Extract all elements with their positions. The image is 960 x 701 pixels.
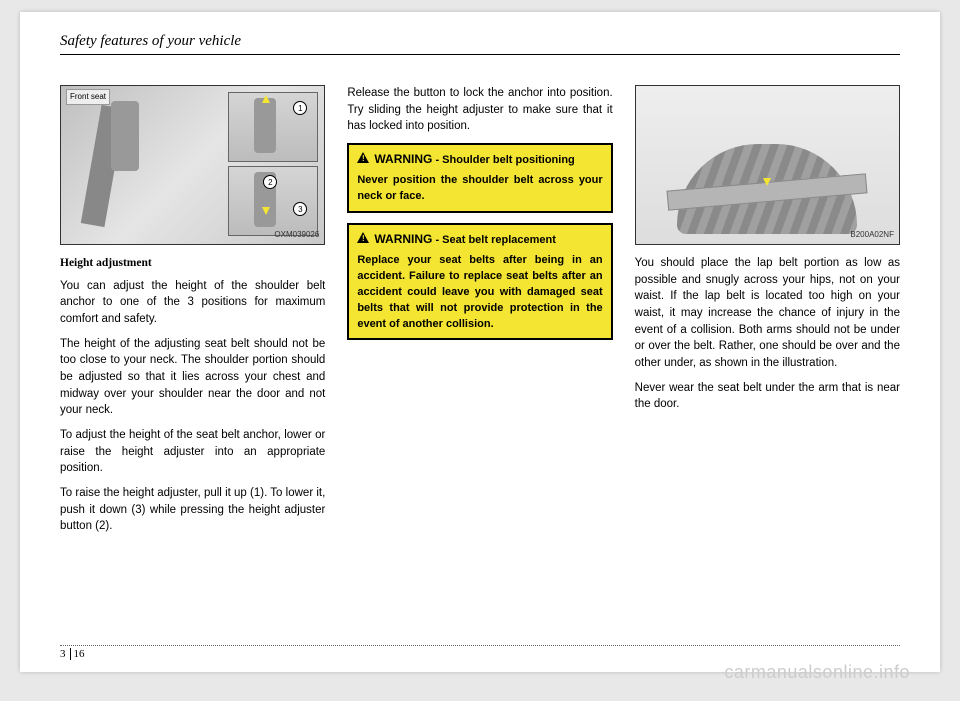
subpanel-top: 1: [228, 92, 318, 162]
warning-body: Never position the shoulder belt across …: [357, 173, 602, 205]
warning-subtitle: - Seat belt replacement: [435, 234, 555, 246]
callout-3: 3: [293, 202, 307, 216]
arrow-down-icon: [763, 178, 771, 186]
figure-code-oxm: OXM039026: [274, 229, 319, 241]
subpanel-bottom: 2 3: [228, 166, 318, 236]
paragraph: You can adjust the height of the shoulde…: [60, 278, 325, 328]
column-2: Release the button to lock the anchor in…: [347, 85, 612, 543]
page-number-value: 16: [74, 648, 85, 660]
figure-height-adjust: Front seat 1 2 3 OXM039026: [60, 85, 325, 245]
belt-anchor-main: [111, 101, 139, 171]
belt-anchor-sub1: [254, 98, 276, 153]
figure-code-b200: B200A02NF: [850, 229, 894, 241]
page-footer: 3 16: [60, 645, 900, 660]
paragraph: The height of the adjusting seat belt sh…: [60, 336, 325, 419]
warning-title: WARNING: [374, 232, 432, 246]
warning-shoulder-belt: WARNING - Shoulder belt positioning Neve…: [347, 143, 612, 213]
watermark-text: carmanualsonline.info: [724, 662, 910, 683]
page-number: 3 16: [60, 648, 900, 660]
callout-1: 1: [293, 101, 307, 115]
warning-body: Replace your seat belts after being in a…: [357, 253, 602, 333]
arrow-up-icon: [262, 95, 270, 103]
column-layout: Front seat 1 2 3 OXM039026 Height: [60, 85, 900, 543]
warning-header: WARNING - Seat belt replacement: [357, 231, 602, 249]
paragraph: You should place the lap belt portion as…: [635, 255, 900, 372]
paragraph: Never wear the seat belt under the arm t…: [635, 380, 900, 413]
page-header: Safety features of your vehicle: [60, 32, 900, 55]
section-title: Safety features of your vehicle: [60, 33, 241, 49]
figure-label-front-seat: Front seat: [66, 89, 110, 105]
warning-subtitle: - Shoulder belt positioning: [435, 154, 574, 166]
warning-triangle-icon: [357, 232, 369, 243]
warning-seatbelt-replacement: WARNING - Seat belt replacement Replace …: [347, 223, 612, 341]
warning-title: WARNING: [374, 152, 432, 166]
chapter-number: 3: [60, 648, 71, 660]
paragraph: Release the button to lock the anchor in…: [347, 85, 612, 135]
manual-page: Safety features of your vehicle Front se…: [20, 12, 940, 672]
paragraph: To raise the height adjuster, pull it up…: [60, 485, 325, 535]
column-1: Front seat 1 2 3 OXM039026 Height: [60, 85, 325, 543]
warning-header: WARNING - Shoulder belt positioning: [357, 151, 602, 169]
heading-height-adjustment: Height adjustment: [60, 255, 325, 272]
paragraph: To adjust the height of the seat belt an…: [60, 427, 325, 477]
figure-lap-belt: B200A02NF: [635, 85, 900, 245]
arrow-down-icon: [262, 207, 270, 215]
column-3: B200A02NF You should place the lap belt …: [635, 85, 900, 543]
warning-triangle-icon: [357, 152, 369, 163]
